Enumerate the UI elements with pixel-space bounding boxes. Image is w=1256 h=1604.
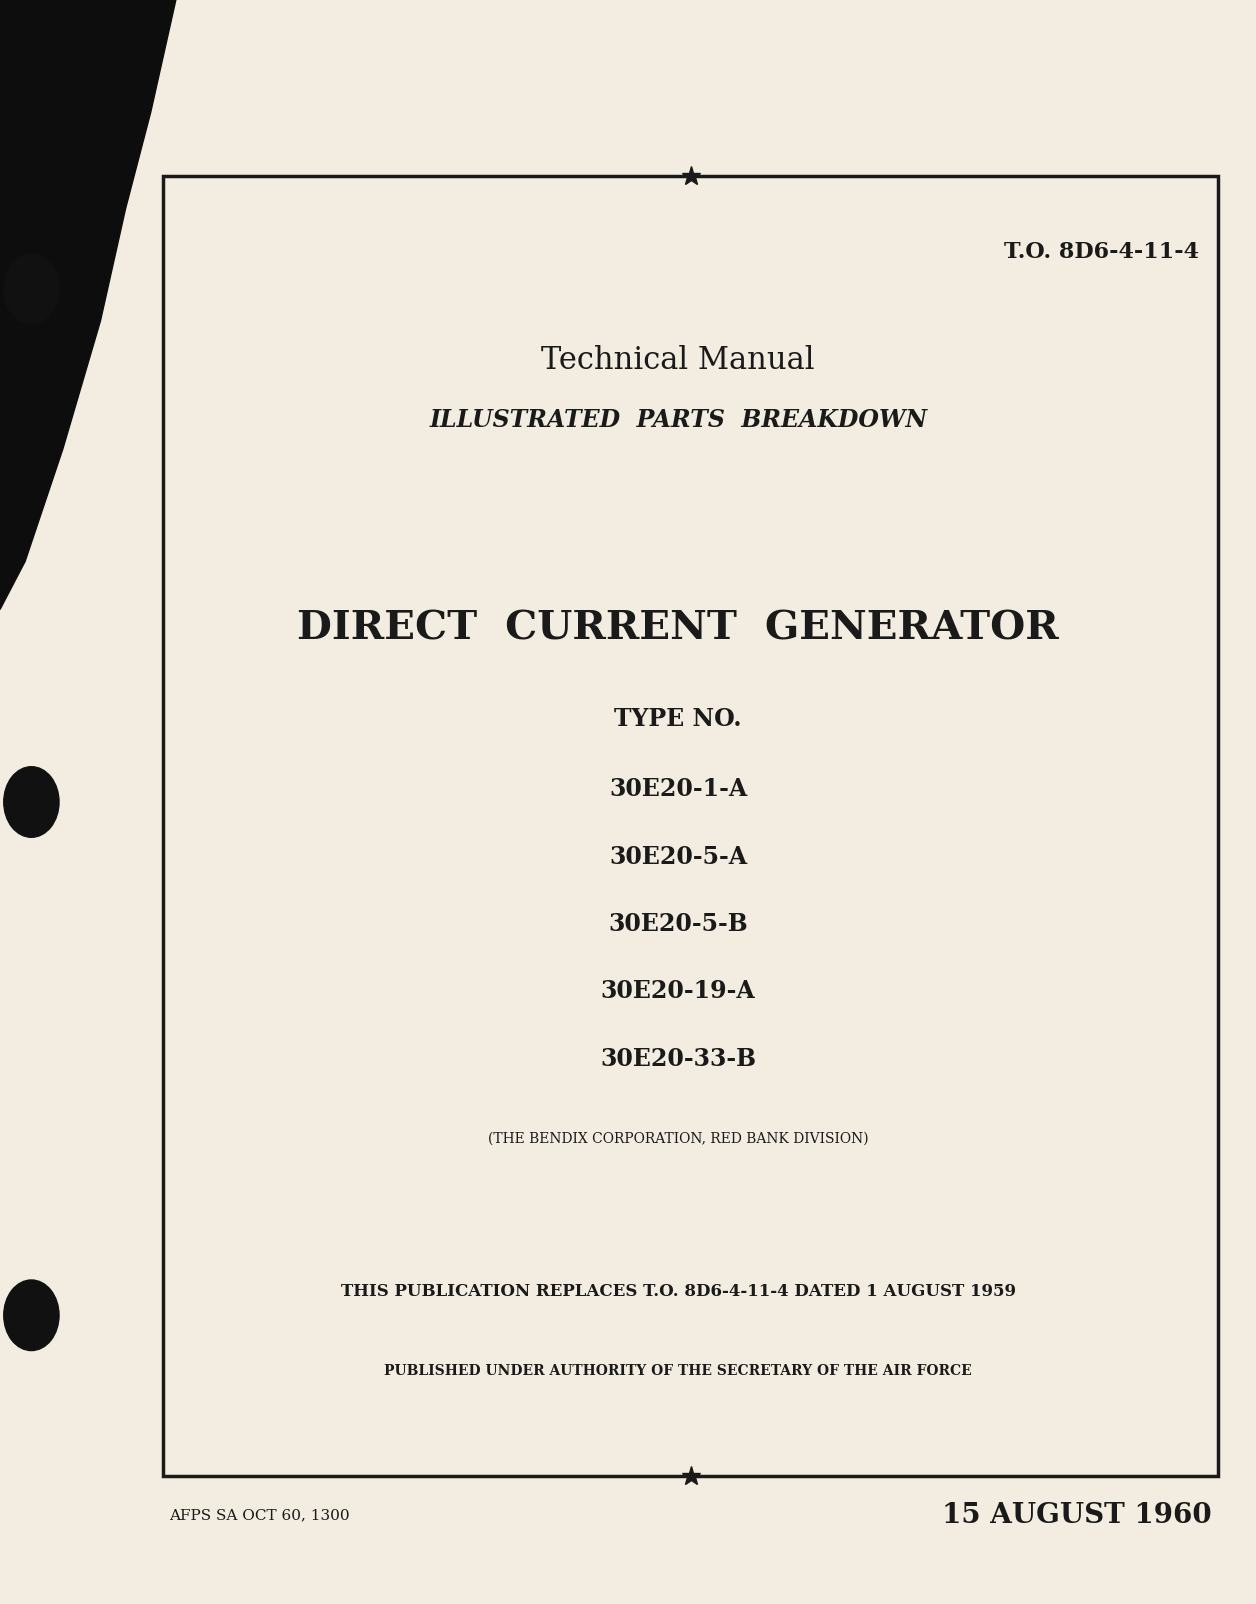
Text: 30E20-5-A: 30E20-5-A: [609, 845, 747, 868]
Text: (THE BENDIX CORPORATION, RED BANK DIVISION): (THE BENDIX CORPORATION, RED BANK DIVISI…: [487, 1132, 869, 1145]
Text: DIRECT  CURRENT  GENERATOR: DIRECT CURRENT GENERATOR: [298, 610, 1059, 648]
Text: 30E20-5-B: 30E20-5-B: [608, 913, 749, 935]
Circle shape: [4, 1280, 59, 1351]
Text: ILLUSTRATED  PARTS  BREAKDOWN: ILLUSTRATED PARTS BREAKDOWN: [430, 409, 927, 431]
Text: AFPS SA OCT 60, 1300: AFPS SA OCT 60, 1300: [170, 1509, 350, 1522]
Text: TYPE NO.: TYPE NO.: [614, 707, 742, 730]
Text: T.O. 8D6-4-11-4: T.O. 8D6-4-11-4: [1005, 241, 1199, 263]
Text: 30E20-19-A: 30E20-19-A: [600, 980, 756, 1002]
Polygon shape: [0, 0, 176, 610]
Text: PUBLISHED UNDER AUTHORITY OF THE SECRETARY OF THE AIR FORCE: PUBLISHED UNDER AUTHORITY OF THE SECRETA…: [384, 1365, 972, 1378]
Text: 30E20-1-A: 30E20-1-A: [609, 778, 747, 800]
Bar: [163, 176, 1218, 1476]
Text: Technical Manual: Technical Manual: [541, 345, 815, 377]
Text: 15 AUGUST 1960: 15 AUGUST 1960: [942, 1503, 1212, 1529]
Circle shape: [4, 767, 59, 837]
Text: 30E20-33-B: 30E20-33-B: [600, 1047, 756, 1070]
Text: THIS PUBLICATION REPLACES T.O. 8D6-4-11-4 DATED 1 AUGUST 1959: THIS PUBLICATION REPLACES T.O. 8D6-4-11-…: [340, 1283, 1016, 1299]
Circle shape: [4, 253, 59, 324]
